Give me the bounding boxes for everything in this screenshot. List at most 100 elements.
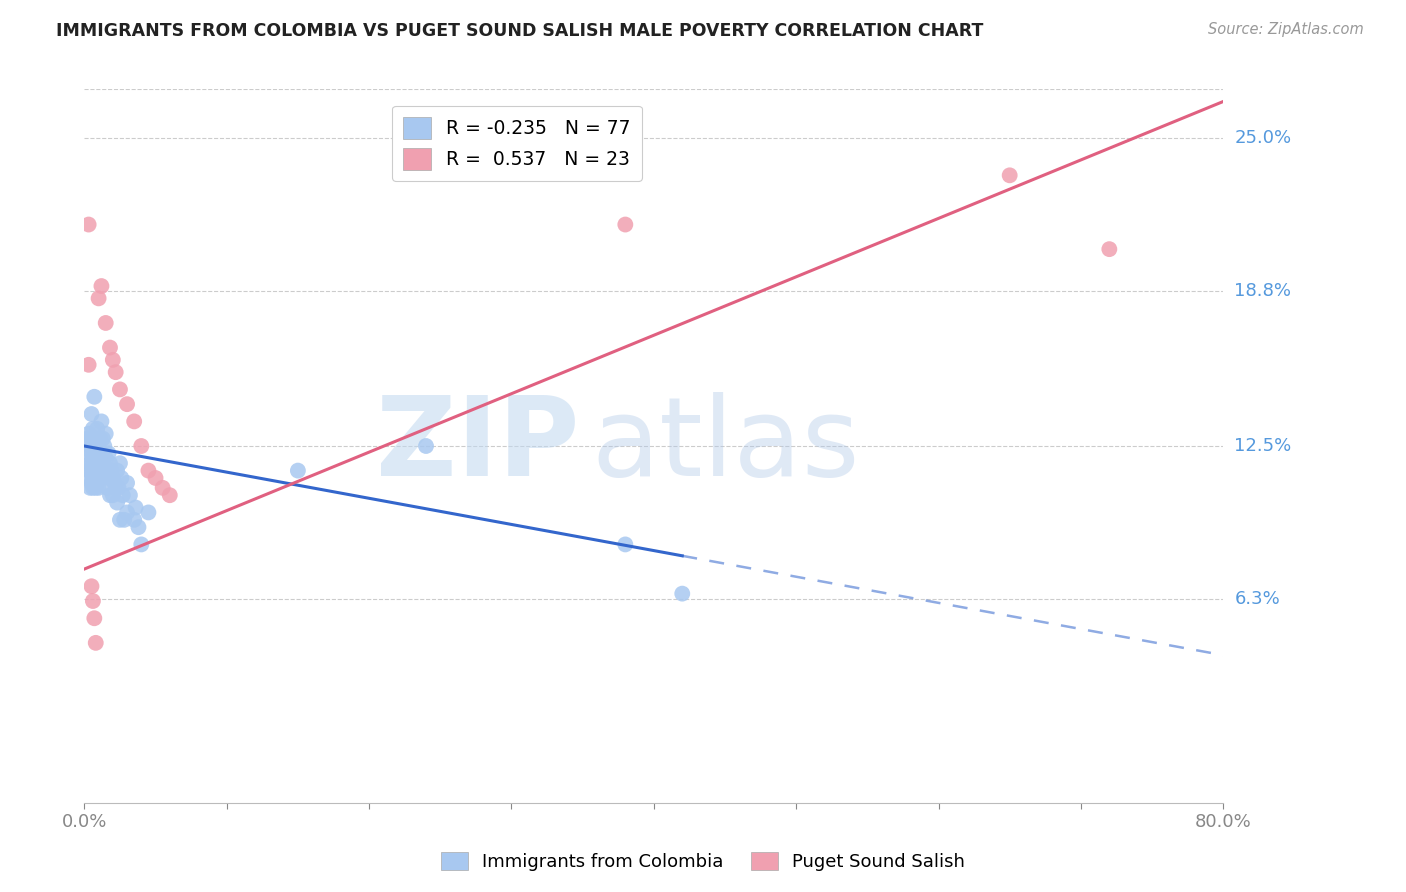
Point [101, 471, 124, 485]
Point [90, 279, 112, 293]
Point [1098, 242, 1121, 256]
Point [122, 513, 145, 527]
Point [101, 488, 124, 502]
Point [80, 464, 103, 478]
Point [84, 636, 107, 650]
Point [82, 471, 104, 485]
Legend: Immigrants from Colombia, Puget Sound Salish: Immigrants from Colombia, Puget Sound Sa… [433, 845, 973, 879]
Point [87, 451, 110, 466]
Point [145, 471, 167, 485]
Point [82, 464, 104, 478]
Point [84, 464, 107, 478]
Point [79, 456, 101, 470]
Point [105, 495, 128, 509]
Point [108, 456, 131, 470]
Point [83, 611, 105, 625]
Point [87, 464, 110, 478]
Text: atlas: atlas [591, 392, 859, 500]
Point [124, 500, 146, 515]
Point [80, 579, 103, 593]
Point [107, 481, 129, 495]
Point [115, 397, 138, 411]
Text: IMMIGRANTS FROM COLOMBIA VS PUGET SOUND SALISH MALE POVERTY CORRELATION CHART: IMMIGRANTS FROM COLOMBIA VS PUGET SOUND … [56, 22, 984, 40]
Point [83, 446, 105, 460]
Point [103, 475, 125, 490]
Point [159, 488, 181, 502]
Point [82, 594, 104, 608]
Point [101, 352, 124, 367]
Point [82, 451, 104, 466]
Point [98, 456, 121, 470]
Point [86, 456, 108, 470]
Point [115, 505, 138, 519]
Point [86, 422, 108, 436]
Point [91, 432, 114, 446]
Point [79, 439, 101, 453]
Point [79, 471, 101, 485]
Point [96, 481, 118, 495]
Point [671, 587, 693, 601]
Point [614, 218, 637, 232]
Point [131, 439, 153, 453]
Point [84, 481, 107, 495]
Point [82, 481, 104, 495]
Point [90, 446, 112, 460]
Point [127, 520, 149, 534]
Point [112, 513, 135, 527]
Point [83, 456, 105, 470]
Point [84, 432, 107, 446]
Point [131, 537, 153, 551]
Legend: R = -0.235   N = 77, R =  0.537   N = 23: R = -0.235 N = 77, R = 0.537 N = 23 [392, 106, 643, 181]
Point [82, 439, 104, 453]
Point [122, 414, 145, 428]
Text: 18.8%: 18.8% [1234, 282, 1291, 300]
Point [83, 390, 105, 404]
Point [138, 505, 160, 519]
Point [89, 432, 111, 446]
Point [87, 291, 110, 305]
Text: ZIP: ZIP [377, 392, 579, 500]
Point [82, 422, 104, 436]
Point [86, 471, 108, 485]
Point [415, 439, 437, 453]
Point [97, 446, 120, 460]
Text: Source: ZipAtlas.com: Source: ZipAtlas.com [1208, 22, 1364, 37]
Point [108, 383, 131, 397]
Point [87, 481, 110, 495]
Point [100, 464, 122, 478]
Point [998, 169, 1021, 183]
Point [80, 432, 103, 446]
Point [104, 365, 127, 379]
Point [94, 316, 117, 330]
Point [94, 451, 117, 466]
Point [80, 456, 103, 470]
Point [80, 407, 103, 421]
Point [96, 464, 118, 478]
Point [94, 426, 117, 441]
Text: 25.0%: 25.0% [1234, 129, 1292, 147]
Point [90, 414, 112, 428]
Point [98, 341, 121, 355]
Point [111, 488, 134, 502]
Point [614, 537, 637, 551]
Point [93, 464, 115, 478]
Point [108, 513, 131, 527]
Point [84, 451, 107, 466]
Point [77, 464, 100, 478]
Point [91, 456, 114, 470]
Point [87, 439, 110, 453]
Point [152, 481, 174, 495]
Point [77, 446, 100, 460]
Point [118, 488, 141, 502]
Point [77, 218, 100, 232]
Point [110, 471, 132, 485]
Point [93, 439, 115, 453]
Point [83, 464, 105, 478]
Point [115, 475, 138, 490]
Point [104, 481, 127, 495]
Point [79, 481, 101, 495]
Point [287, 464, 309, 478]
Point [89, 456, 111, 470]
Point [80, 475, 103, 490]
Point [77, 426, 100, 441]
